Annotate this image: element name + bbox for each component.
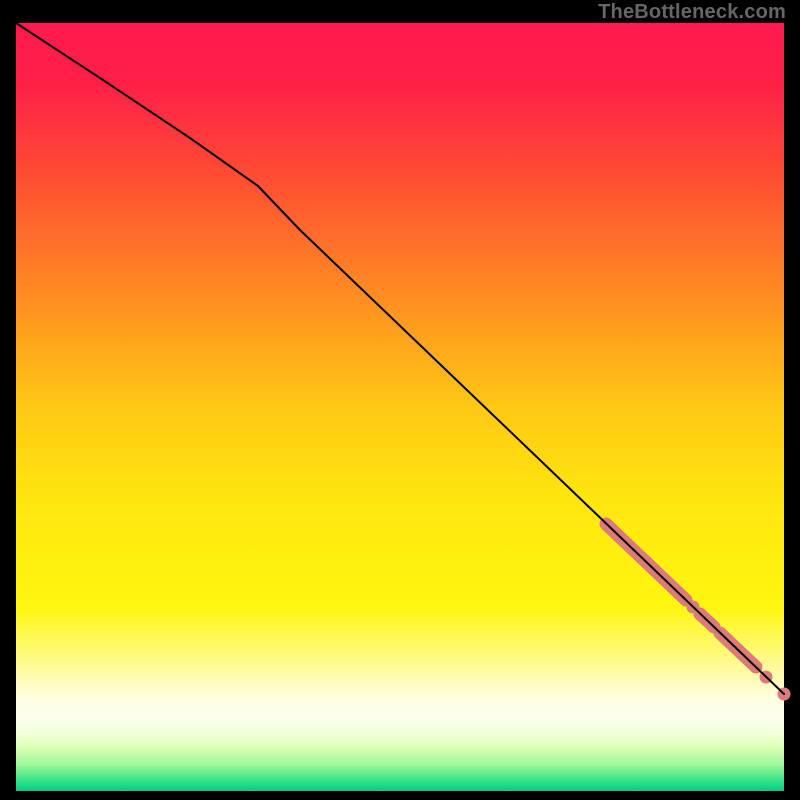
chart-container: { "attribution": "TheBottleneck.com", "c… [0, 0, 800, 800]
attribution-text: TheBottleneck.com [598, 0, 786, 24]
chart-svg [0, 0, 800, 800]
plot-background [16, 23, 784, 791]
